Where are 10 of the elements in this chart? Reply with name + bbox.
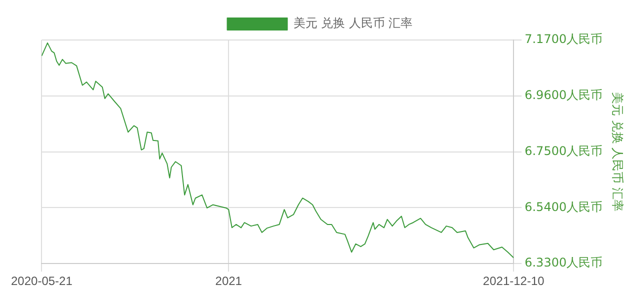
y-tick-label: 6.9600人民币 [524,88,603,102]
y-tick-label: 7.1700人民币 [524,32,603,46]
x-tick-label: 2021-12-10 [482,274,545,288]
x-tick-label: 2021 [215,274,242,288]
y-axis-title: 美元 兑换 人民币 汇率 [610,92,625,212]
y-tick-label: 6.7500人民币 [524,144,603,158]
y-tick-label: 6.5400人民币 [524,200,603,214]
x-tick-label: 2020-05-21 [10,274,73,288]
legend-label: 美元 兑换 人民币 汇率 [293,16,413,30]
y-tick-label: 6.3300人民币 [524,256,603,270]
